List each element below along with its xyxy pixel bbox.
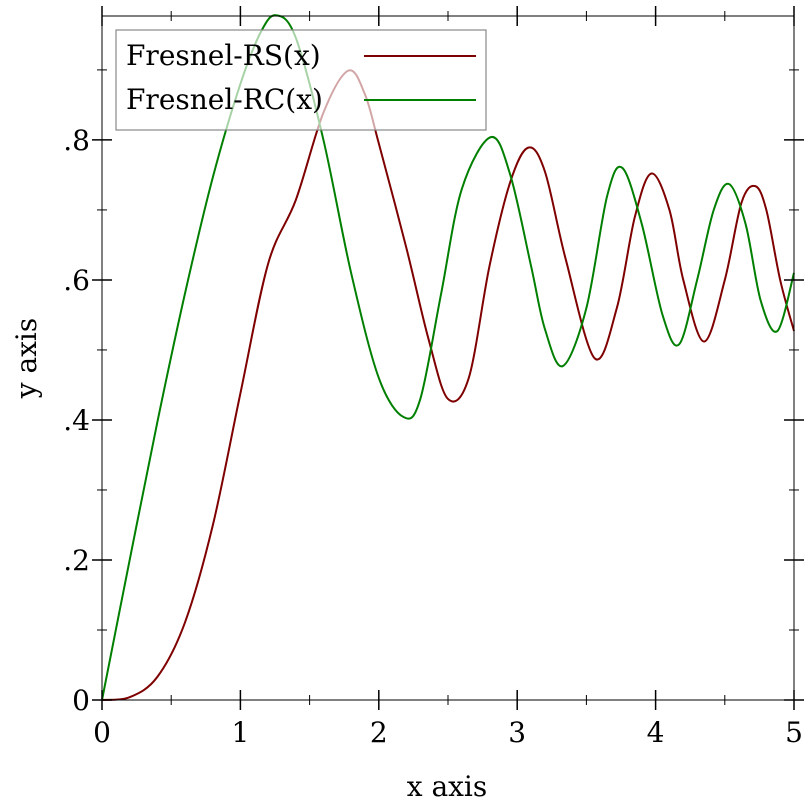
y-tick-label: .2 (63, 544, 90, 577)
tick-labels-layer: 0 1 2 3 4 5 0 .2 .4 .6 .8 (63, 124, 803, 749)
y-tick-label: .4 (63, 404, 90, 437)
legend-label-fresnel-rc: Fresnel-RC(x) (126, 83, 323, 116)
x-tick-label: 0 (93, 716, 111, 749)
legend-label-fresnel-rs: Fresnel-RS(x) (126, 39, 321, 72)
y-axis-title: y axis (10, 318, 43, 400)
ticks-layer (92, 6, 804, 710)
x-tick-label: 4 (647, 716, 665, 749)
x-tick-label: 5 (785, 716, 803, 749)
y-tick-label: 0 (72, 684, 90, 717)
y-tick-label: .8 (63, 124, 90, 157)
x-tick-label: 1 (231, 716, 249, 749)
series-line-fresnel-rs (101, 69, 795, 701)
x-tick-label: 3 (508, 716, 526, 749)
x-axis-title: x axis (407, 770, 488, 803)
legend-box (115, 29, 487, 131)
legend: Fresnel-RS(x) Fresnel-RC(x) (115, 29, 487, 131)
y-tick-label: .6 (63, 264, 90, 297)
x-tick-label: 2 (370, 716, 388, 749)
